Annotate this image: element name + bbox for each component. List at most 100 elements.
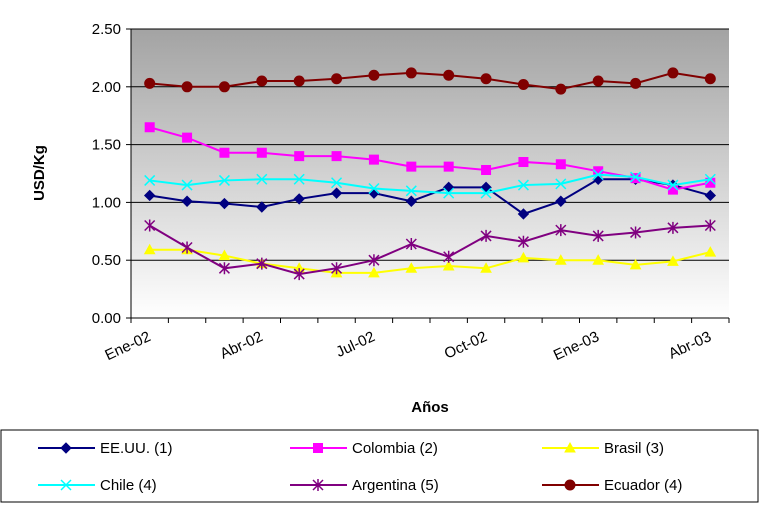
marker [256, 201, 268, 213]
marker [219, 147, 230, 158]
marker [517, 251, 530, 263]
series-line [149, 71, 711, 91]
legend-label: Ecuador (4) [604, 477, 682, 494]
marker [218, 262, 230, 275]
marker [60, 442, 72, 454]
legend-label: Colombia (2) [352, 440, 438, 457]
marker [480, 187, 492, 199]
marker [182, 132, 193, 143]
marker [181, 179, 193, 191]
x-tick-label: Ene-03 [551, 328, 602, 364]
marker [555, 159, 566, 170]
marker [704, 219, 716, 232]
marker [368, 154, 379, 165]
marker [555, 178, 567, 190]
marker [405, 195, 418, 207]
legend-label: Brasil (3) [604, 440, 664, 457]
marker [312, 479, 324, 491]
marker [592, 169, 604, 181]
marker [480, 262, 492, 273]
legend [0, 429, 759, 503]
plot-area [131, 29, 729, 318]
x-tick-label: Ene-02 [102, 328, 153, 364]
marker [518, 156, 529, 167]
marker [60, 479, 72, 491]
marker [592, 75, 604, 87]
y-tick-label: 2.50 [92, 21, 121, 38]
marker [667, 179, 679, 191]
marker [368, 266, 380, 278]
series-line [149, 178, 711, 216]
y-axis-label: USD/Kg [31, 145, 48, 201]
marker [667, 184, 678, 195]
marker [564, 479, 576, 491]
marker [181, 195, 193, 207]
legend-label: EE.UU. (1) [100, 440, 173, 457]
marker [144, 122, 155, 133]
marker [144, 219, 156, 232]
legend-label: Chile (4) [100, 477, 157, 494]
marker [313, 443, 323, 453]
marker [405, 67, 417, 79]
marker [555, 83, 567, 95]
marker [443, 250, 455, 263]
legend-label: Argentina (5) [352, 477, 439, 494]
marker [481, 165, 492, 176]
marker [218, 174, 230, 186]
y-tick-label: 1.00 [92, 194, 121, 211]
marker [443, 69, 455, 81]
marker [517, 79, 529, 90]
marker [181, 241, 193, 254]
marker [704, 189, 717, 202]
marker [554, 254, 567, 265]
x-tick-label: Oct-02 [442, 328, 490, 362]
marker [331, 177, 343, 189]
marker [368, 182, 380, 195]
y-tick-label: 0.00 [92, 310, 121, 327]
marker [218, 81, 230, 93]
marker [480, 229, 492, 242]
marker [406, 161, 417, 172]
marker [256, 257, 268, 270]
marker [293, 75, 305, 87]
marker [629, 258, 642, 270]
marker [592, 229, 604, 242]
marker [592, 254, 605, 265]
marker [218, 249, 231, 261]
marker [368, 254, 380, 267]
marker [331, 262, 343, 275]
x-tick-label: Jul-02 [333, 328, 377, 361]
series-line [149, 248, 711, 274]
marker [143, 243, 156, 255]
marker [181, 81, 193, 93]
marker [517, 179, 529, 191]
marker [256, 147, 267, 158]
marker [144, 174, 156, 186]
marker [442, 259, 455, 271]
marker [480, 73, 492, 85]
series-line [149, 173, 711, 195]
marker [555, 195, 567, 207]
marker [256, 173, 268, 185]
marker [517, 235, 529, 248]
marker [667, 221, 679, 234]
marker [405, 238, 417, 251]
marker [667, 255, 679, 266]
marker [293, 268, 305, 281]
marker [331, 151, 342, 162]
marker [294, 151, 305, 162]
marker [405, 185, 417, 197]
marker [218, 197, 231, 210]
x-tick-label: Abr-03 [666, 328, 714, 362]
marker [293, 173, 305, 185]
x-axis-label: Años [411, 399, 449, 416]
marker [704, 73, 716, 85]
marker [443, 161, 454, 172]
marker [331, 73, 343, 85]
series-line [149, 126, 711, 191]
marker [443, 187, 455, 199]
marker [667, 67, 679, 79]
marker [144, 77, 156, 89]
